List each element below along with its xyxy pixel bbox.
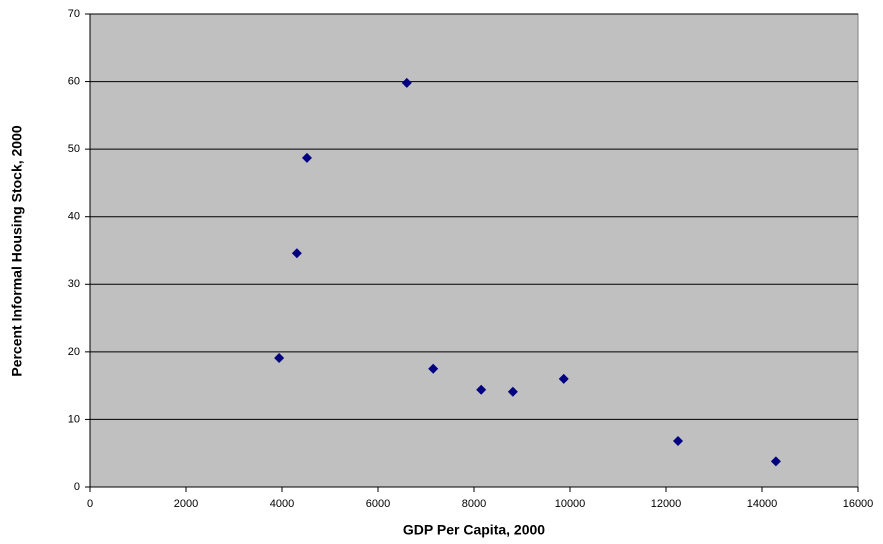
x-tick-label: 14000 — [747, 498, 778, 510]
y-tick-label: 50 — [68, 143, 80, 155]
y-tick-label: 0 — [74, 481, 80, 493]
point — [673, 436, 683, 447]
y-axis-title: Percent Informal Housing Stock, 2000 — [9, 125, 25, 377]
y-tick-label: 70 — [68, 8, 80, 20]
point — [558, 373, 569, 384]
x-tick-label: 6000 — [366, 498, 390, 510]
y-tick-label: 20 — [68, 346, 80, 358]
y-tick-label: 30 — [68, 278, 80, 290]
point — [291, 248, 302, 259]
point — [476, 384, 487, 395]
x-axis-title: GDP Per Capita, 2000 — [403, 522, 545, 538]
x-tick-label: 0 — [87, 498, 93, 510]
x-tick-label: 2000 — [174, 498, 198, 510]
point — [301, 152, 312, 163]
plot-area — [89, 13, 859, 488]
y-tick-label: 60 — [68, 75, 80, 87]
x-tick-label: 16000 — [843, 498, 874, 510]
point — [770, 456, 781, 467]
point — [428, 363, 439, 374]
point — [401, 77, 412, 88]
point — [507, 386, 518, 397]
y-tick-label: 40 — [68, 211, 80, 223]
x-tick-label: 12000 — [651, 498, 682, 510]
x-tick-label: 10000 — [555, 498, 586, 510]
x-tick-label: 4000 — [270, 498, 294, 510]
point — [274, 352, 285, 363]
y-tick-label: 10 — [68, 413, 80, 425]
x-tick-label: 8000 — [462, 498, 486, 510]
